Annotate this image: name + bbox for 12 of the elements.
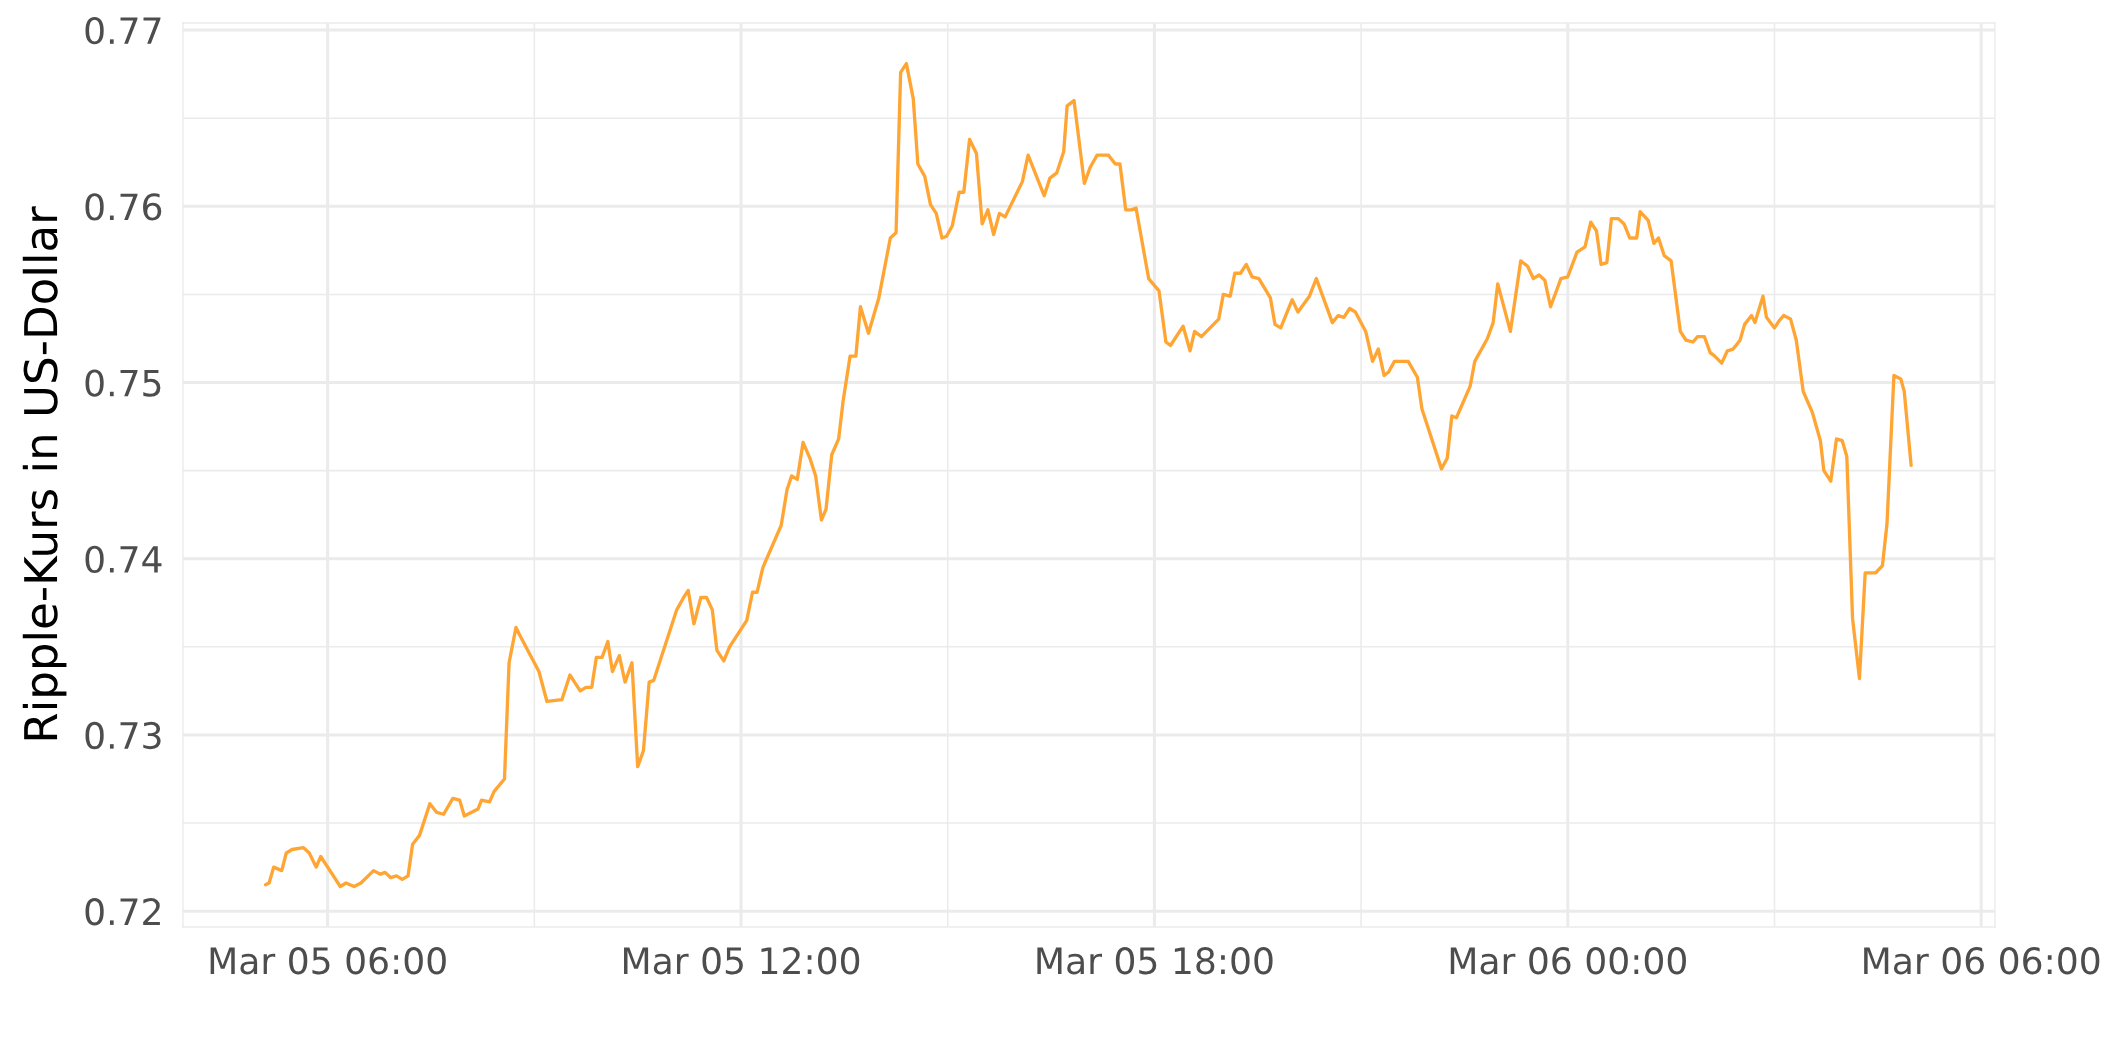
y-axis-title: Ripple-Kurs in US-Dollar	[22, 206, 67, 740]
x-tick-label: Mar 06 00:00	[1450, 947, 1686, 975]
y-tick-label: 0.75	[85, 369, 161, 397]
y-tick-label: 0.77	[85, 17, 161, 45]
x-tick-label: Mar 05 06:00	[210, 947, 446, 975]
x-tick-label: Mar 05 18:00	[1037, 947, 1273, 975]
x-tick-label: Mar 06 06:00	[1864, 947, 2100, 975]
y-tick-label: 0.73	[85, 721, 161, 750]
y-tick-label: 0.76	[85, 193, 162, 221]
y-tick-label: 0.74	[85, 545, 162, 573]
x-tick-label: Mar 05 12:00	[624, 947, 860, 975]
y-tick-label: 0.72	[85, 898, 160, 926]
